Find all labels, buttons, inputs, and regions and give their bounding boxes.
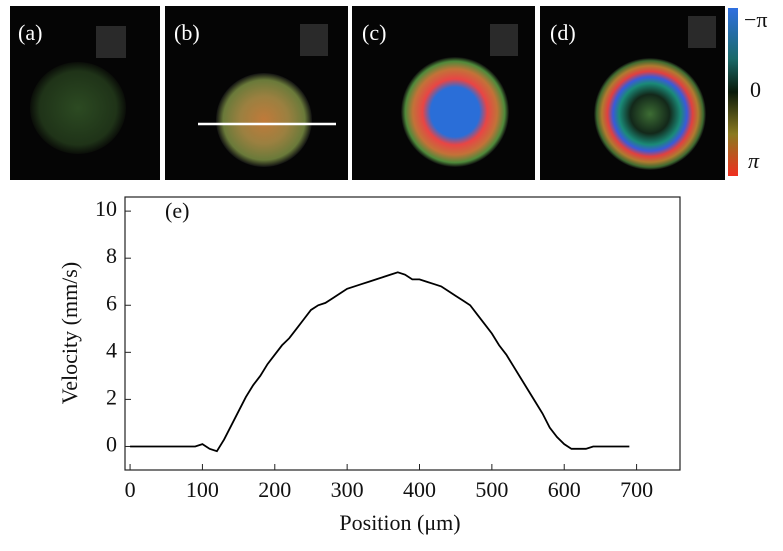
spot [216, 73, 312, 167]
x-tick-label: 200 [258, 477, 291, 502]
x-tick-label: 600 [548, 477, 581, 502]
panel-label: (d) [550, 20, 576, 45]
spot [30, 62, 126, 154]
panel-label: (c) [362, 20, 386, 45]
panel-label: (e) [165, 198, 189, 223]
y-axis-title: Velocity (mm/s) [57, 262, 82, 404]
x-tick-label: 300 [331, 477, 364, 502]
marker [300, 24, 328, 56]
colorbar-label: −π [744, 7, 768, 32]
y-tick-label: 4 [106, 337, 117, 362]
x-tick-label: 0 [125, 477, 136, 502]
panel-label: (b) [174, 20, 200, 45]
colorbar-label: 0 [750, 77, 761, 102]
data-line [130, 271, 630, 453]
marker [96, 26, 126, 58]
colorbar [728, 8, 738, 176]
x-tick-label: 500 [475, 477, 508, 502]
y-tick-label: 0 [106, 432, 117, 457]
colorbar-label: π [748, 148, 760, 173]
y-tick-label: 8 [106, 243, 117, 268]
spot [594, 58, 706, 170]
x-axis-title: Position (μm) [339, 510, 460, 535]
y-tick-label: 10 [95, 196, 117, 221]
y-tick-label: 6 [106, 290, 117, 315]
marker [688, 16, 716, 48]
image-panels: (a) (b) (c) (d) −π 0 π [10, 6, 768, 180]
y-tick-label: 2 [106, 384, 117, 409]
x-tick-label: 700 [620, 477, 653, 502]
x-tick-label: 400 [403, 477, 436, 502]
panel-label: (a) [18, 20, 42, 45]
x-tick-label: 100 [186, 477, 219, 502]
plot-frame [124, 196, 681, 471]
spot [401, 57, 509, 167]
marker [490, 24, 518, 56]
